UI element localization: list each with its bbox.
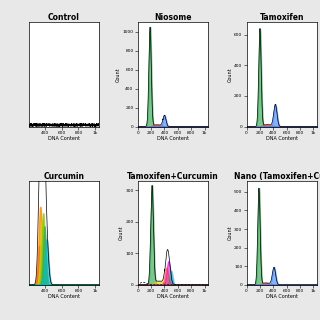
X-axis label: DNA Content: DNA Content — [266, 294, 298, 299]
Title: Nano (Tamoxifen+Cur: Nano (Tamoxifen+Cur — [235, 172, 320, 180]
X-axis label: DNA Content: DNA Content — [48, 136, 80, 141]
Y-axis label: Count: Count — [228, 225, 233, 240]
Title: Niosome: Niosome — [154, 13, 192, 22]
X-axis label: DNA Content: DNA Content — [48, 294, 80, 299]
Y-axis label: Count: Count — [228, 67, 233, 82]
Title: Tamoxifen+Curcumin: Tamoxifen+Curcumin — [127, 172, 219, 180]
X-axis label: DNA Content: DNA Content — [157, 136, 189, 141]
Title: Curcumin: Curcumin — [44, 172, 84, 180]
Title: Tamoxifen: Tamoxifen — [260, 13, 304, 22]
Title: Control: Control — [48, 13, 80, 22]
Y-axis label: Count: Count — [116, 67, 121, 82]
X-axis label: DNA Content: DNA Content — [157, 294, 189, 299]
X-axis label: DNA Content: DNA Content — [266, 136, 298, 141]
Y-axis label: Count: Count — [119, 225, 124, 240]
